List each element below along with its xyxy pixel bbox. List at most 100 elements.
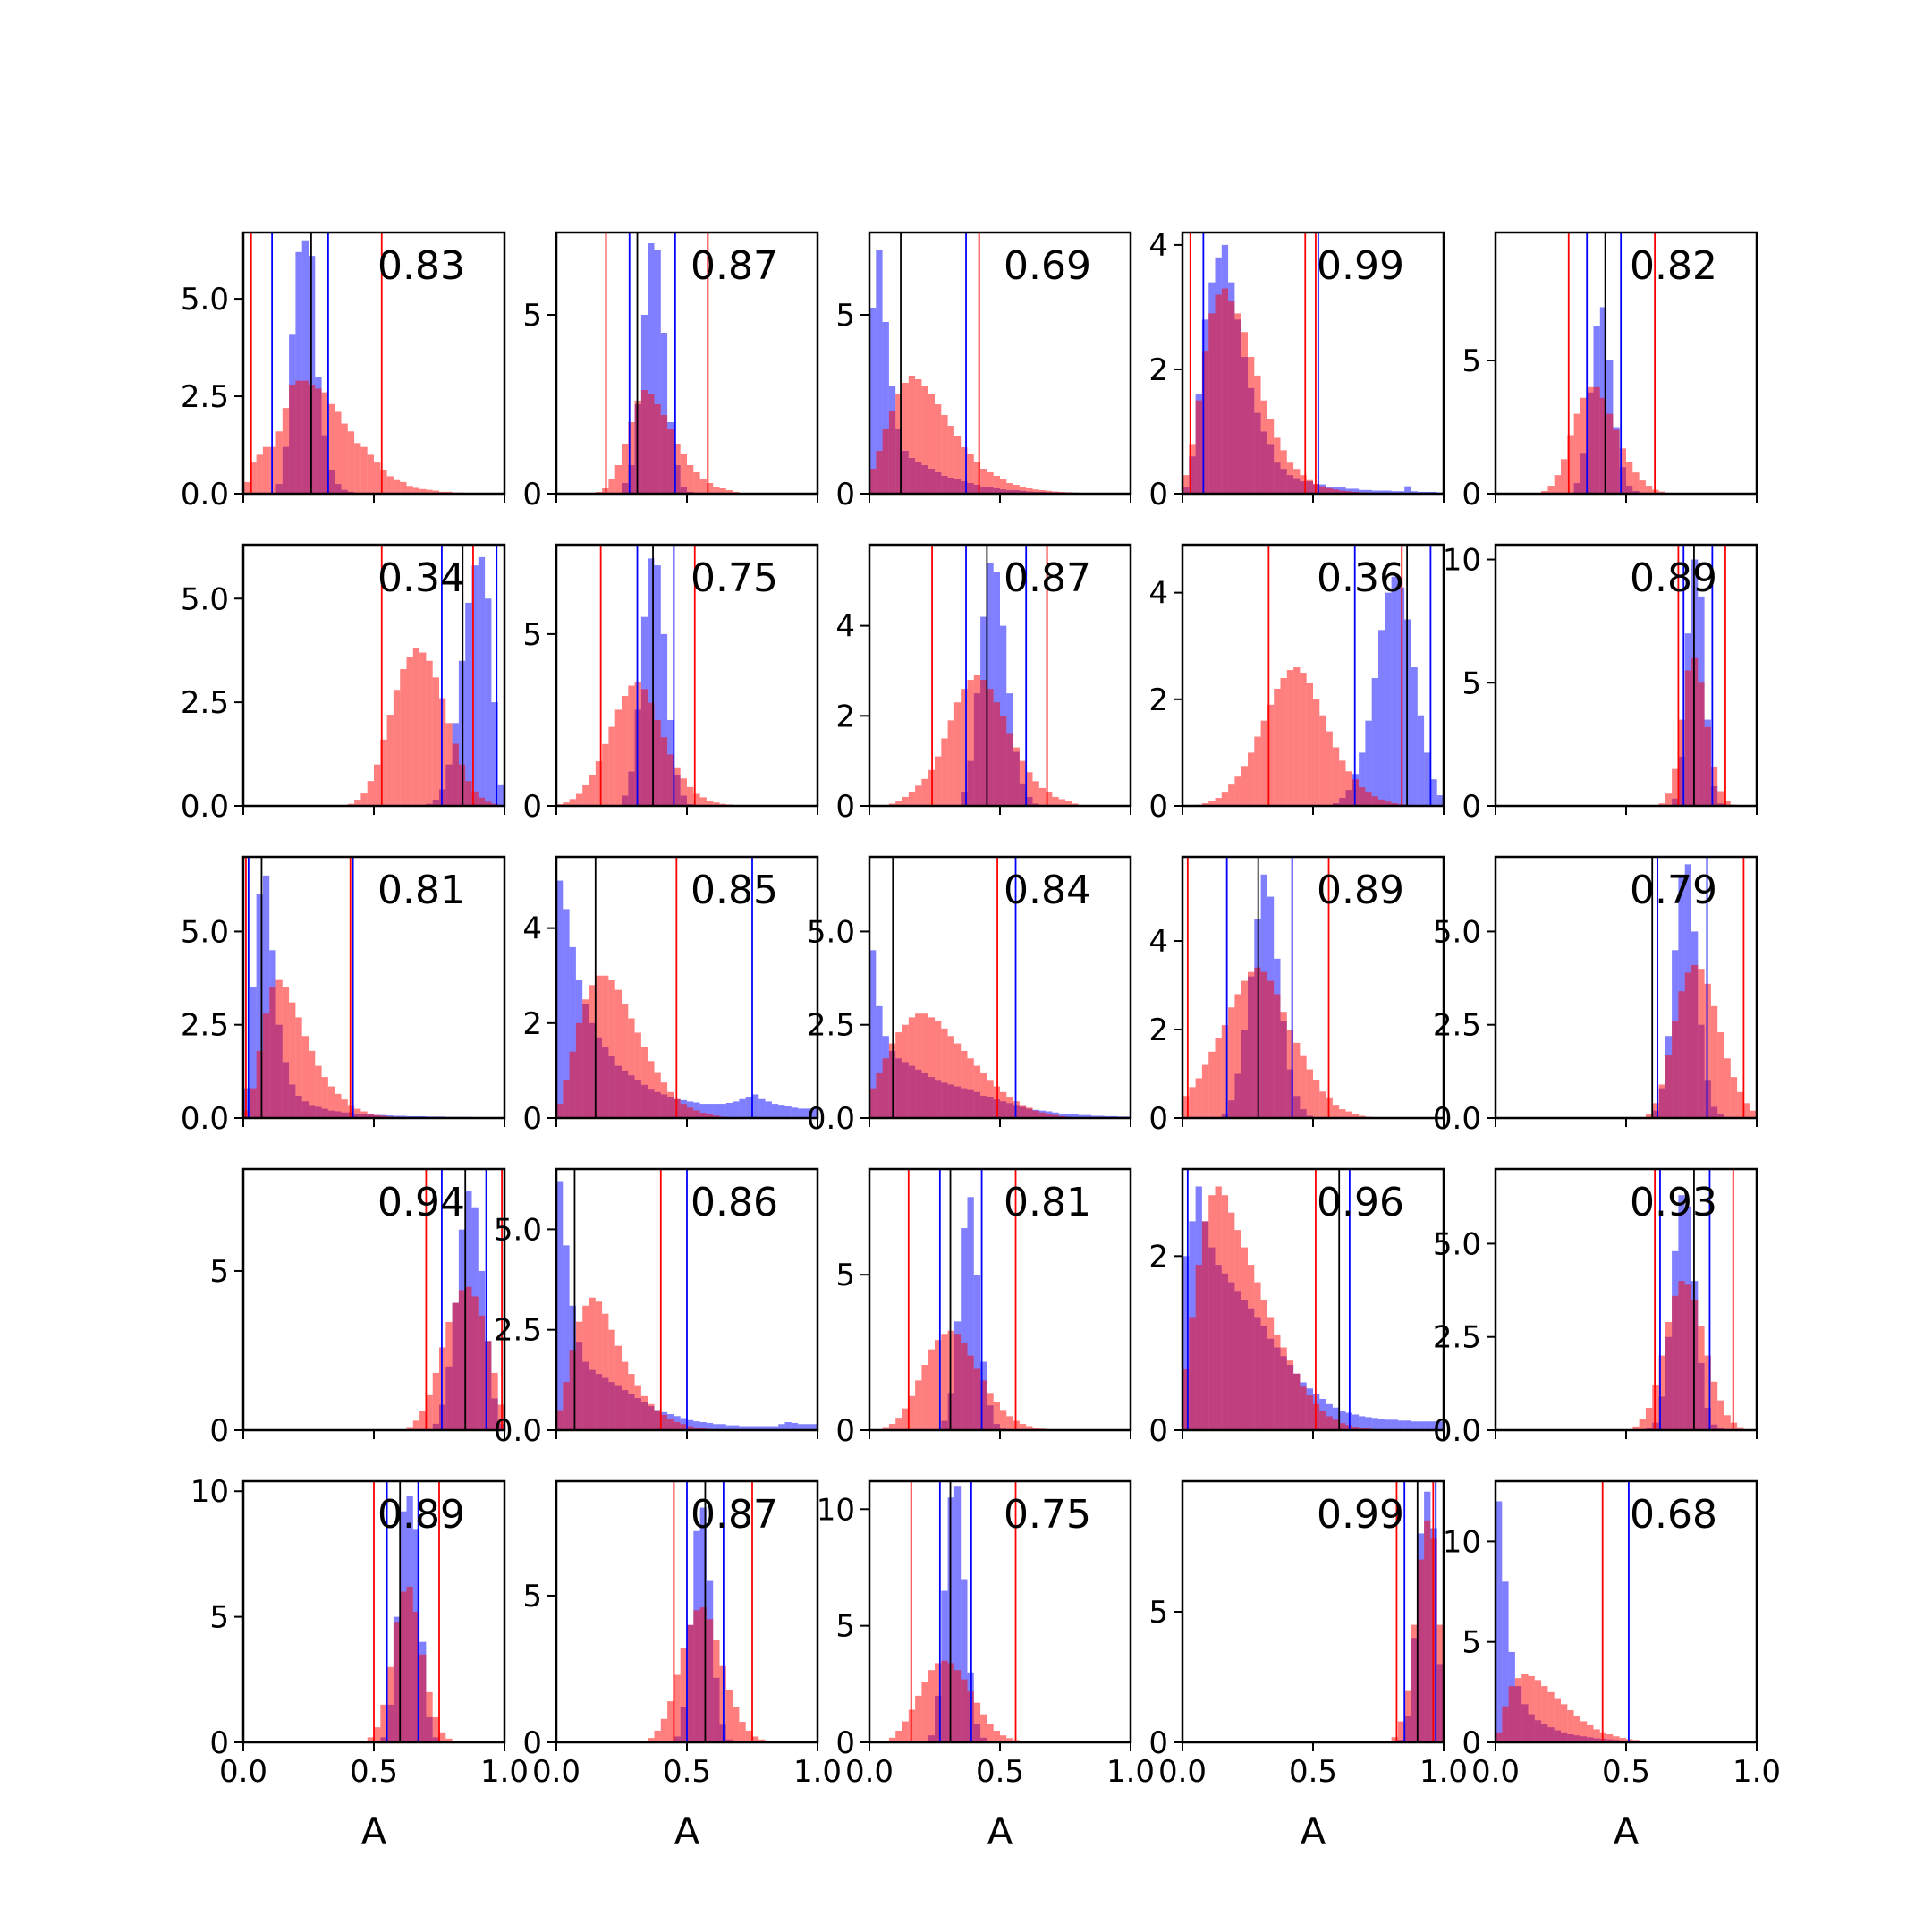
- prior-bar: [374, 764, 381, 806]
- prior-bar: [354, 443, 361, 494]
- y-tick-label: 4: [1148, 228, 1168, 264]
- prior-bar: [1228, 1212, 1235, 1430]
- y-tick-label: 0: [522, 789, 542, 825]
- prior-bar: [393, 479, 401, 494]
- x-tick-label: 0.5: [976, 1754, 1024, 1790]
- prior-bar: [608, 726, 615, 806]
- posterior-bar: [1000, 625, 1007, 806]
- posterior-bar: [687, 1419, 694, 1430]
- y-tick-label: 0: [209, 1725, 229, 1761]
- prior-bar: [1339, 760, 1346, 806]
- prior-bar: [1300, 673, 1307, 806]
- prior-bar: [987, 1080, 994, 1118]
- y-tick-label: 0.0: [1433, 1101, 1481, 1137]
- y-tick-label: 0: [522, 1725, 542, 1761]
- posterior-bar: [660, 633, 668, 806]
- prior-bar: [1573, 413, 1580, 494]
- posterior-bar: [556, 1181, 564, 1430]
- prior-bar: [947, 1036, 954, 1118]
- prior-bar: [1280, 450, 1287, 494]
- posterior-bar: [1352, 1414, 1360, 1430]
- posterior-bar: [1430, 779, 1437, 806]
- prior-bar: [575, 1022, 583, 1118]
- prior-bar: [1234, 994, 1241, 1118]
- posterior-bar: [733, 1101, 740, 1118]
- posterior-bar: [1359, 1416, 1366, 1430]
- prior-bar: [569, 1350, 576, 1430]
- prior-bar: [713, 1640, 720, 1742]
- prior-bar: [1339, 1423, 1346, 1430]
- y-tick-label: 2: [1148, 682, 1168, 718]
- posterior-bar: [810, 1108, 818, 1118]
- prior-bar: [1606, 1734, 1614, 1742]
- prior-bar: [902, 383, 909, 494]
- y-tick-label: 4: [835, 609, 855, 645]
- posterior-bar: [1084, 1114, 1092, 1118]
- prior-bar: [1678, 1281, 1685, 1430]
- prior-bar: [915, 1380, 922, 1430]
- prior-bar: [1189, 1087, 1196, 1118]
- posterior-bar: [804, 1424, 811, 1430]
- posterior-bar: [745, 1097, 752, 1118]
- prior-bar: [1326, 731, 1333, 806]
- prior-bar: [1221, 288, 1229, 494]
- prior-bar: [1717, 791, 1724, 806]
- subplot-r5-c4: 0.0 0.5 1.0 0 5 0.99 A: [1148, 1479, 1468, 1853]
- prior-bar: [1182, 475, 1190, 494]
- y-tick-label: 0: [1462, 789, 1481, 825]
- prior-bar: [1300, 475, 1307, 494]
- prior-bar: [1300, 1055, 1307, 1118]
- prior-bar: [1345, 1111, 1352, 1118]
- prior-bar: [674, 444, 681, 494]
- y-tick-label: 2.5: [181, 685, 229, 721]
- prior-bar: [993, 476, 1000, 494]
- prior-bar: [485, 1341, 492, 1430]
- prior-bar: [614, 709, 622, 806]
- prior-bar: [575, 1321, 583, 1430]
- prior-bar: [1652, 1103, 1659, 1118]
- prior-bar: [360, 1111, 368, 1118]
- prior-bar: [1378, 799, 1385, 806]
- subplot-r2-c3: 0 2 4 0.87: [835, 543, 1132, 825]
- prior-bar: [1561, 1704, 1568, 1742]
- subplot-r4-c1: 050.94: [209, 1167, 506, 1449]
- prior-bar: [961, 1050, 968, 1118]
- posterior-bar: [478, 556, 486, 806]
- posterior-bar: [301, 240, 309, 494]
- posterior-bar: [1365, 1417, 1372, 1430]
- x-tick-label: 0.5: [663, 1754, 711, 1790]
- prior-bar: [275, 979, 283, 1118]
- subplot-r4-c2: 0.0 2.5 5.0 0.86: [494, 1167, 819, 1449]
- prior-bar: [640, 689, 648, 806]
- prior-bar: [315, 1065, 322, 1118]
- prior-bar: [1672, 768, 1679, 806]
- y-tick-label: 2: [1148, 352, 1168, 388]
- prior-bar: [1254, 375, 1261, 494]
- prior-bar: [432, 490, 439, 494]
- y-tick-label: 0.0: [1433, 1413, 1481, 1449]
- prior-bar: [902, 796, 909, 806]
- coverage-annotation: 0.75: [1004, 1492, 1091, 1538]
- prior-bar: [953, 702, 962, 806]
- prior-bar: [1267, 704, 1275, 806]
- prior-bar: [882, 1058, 889, 1118]
- prior-bar: [654, 404, 661, 494]
- prior-bar: [1573, 1716, 1580, 1742]
- prior-bar: [1332, 1105, 1340, 1118]
- prior-bar: [1730, 1077, 1738, 1118]
- prior-bar: [1038, 787, 1046, 806]
- posterior-bar: [798, 1108, 805, 1118]
- prior-bar: [1038, 1112, 1046, 1118]
- prior-bar: [1241, 980, 1248, 1118]
- prior-bar: [640, 1046, 648, 1118]
- prior-bar: [1293, 1373, 1301, 1430]
- prior-bar: [1385, 801, 1392, 806]
- subplot-r5-c3: 0.0 0.5 1.0 0 5 10 0.75 A: [817, 1479, 1155, 1853]
- prior-bar: [1000, 1735, 1007, 1742]
- coverage-annotation: 0.83: [377, 243, 465, 289]
- prior-bar: [1038, 490, 1046, 494]
- prior-bar: [295, 380, 302, 494]
- prior-bar: [1274, 994, 1281, 1118]
- y-tick-label: 5: [522, 298, 542, 334]
- prior-bar: [1613, 1736, 1620, 1742]
